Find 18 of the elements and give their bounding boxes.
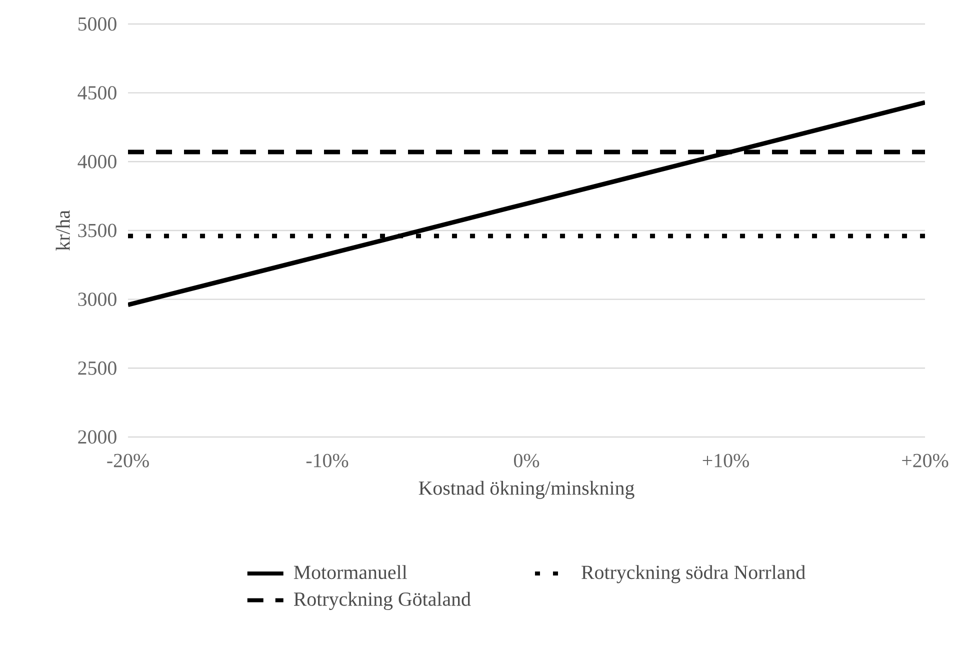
y-tick-label: 2000 bbox=[78, 430, 116, 444]
legend-label: Motormanuell bbox=[294, 565, 407, 580]
x-tick-label: 0% bbox=[514, 454, 540, 468]
y-tick-label: 3000 bbox=[78, 292, 116, 306]
legend-label: Rotryckning Götaland bbox=[294, 592, 471, 610]
x-tick-label: +20% bbox=[902, 454, 948, 468]
y-tick-label: 2500 bbox=[78, 361, 116, 375]
y-tick-label: 5000 bbox=[78, 17, 116, 31]
x-axis-title: Kostnad ökning/minskning bbox=[418, 480, 634, 499]
x-tick-label: +10% bbox=[702, 454, 749, 468]
x-tick-label: -20% bbox=[107, 454, 149, 468]
y-axis-title: kr/ha bbox=[56, 210, 70, 251]
y-tick-label: 3500 bbox=[78, 224, 116, 238]
y-tick-label: 4500 bbox=[78, 86, 116, 100]
x-tick-label: -10% bbox=[306, 454, 348, 468]
y-tick-label: 4000 bbox=[78, 154, 116, 168]
line-series bbox=[128, 100, 926, 308]
legend-label: Rotryckning södra Norrland bbox=[582, 565, 806, 584]
